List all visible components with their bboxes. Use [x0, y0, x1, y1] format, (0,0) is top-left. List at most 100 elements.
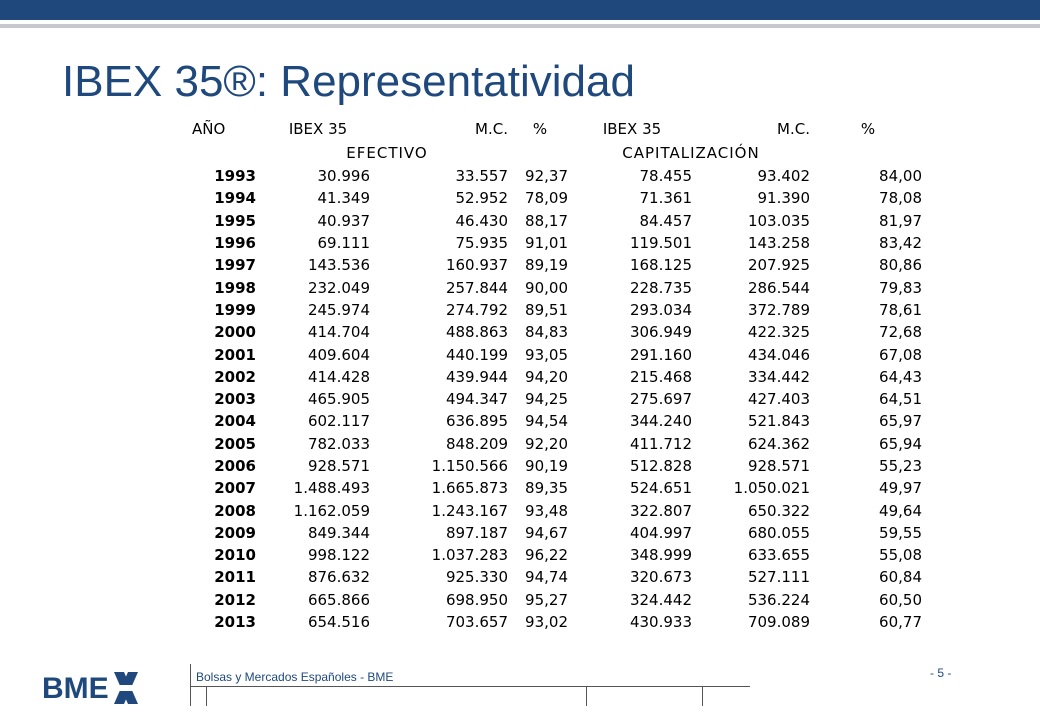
cell-ibex-capitalizacion: 344.240: [629, 412, 692, 431]
cell-pct-capitalizacion: 67,08: [879, 345, 922, 364]
cell-pct-capitalizacion: 64,43: [879, 367, 922, 386]
group-label-capitalizacion: CAPITALIZACIÓN: [622, 144, 760, 162]
table-row: 2008 1.162.059 1.243.167 93,48 322.807 650.32…: [190, 499, 924, 521]
table-row: 2010 998.122 1.037.283 96,22 348.999 633.655 5…: [190, 544, 924, 566]
cell-ibex-efectivo: 928.571: [307, 457, 370, 475]
cell-ibex-efectivo: 40.937: [317, 211, 371, 230]
cell-mc-capitalizacion: 372.789: [747, 300, 810, 319]
cell-year: 2006: [214, 457, 256, 475]
cell-year: 2009: [214, 523, 256, 542]
cell-year: 2003: [214, 390, 256, 409]
cell-mc-efectivo: 52.952: [455, 189, 509, 208]
cell-pct-efectivo: 89,35: [525, 479, 568, 498]
cell-year: 1995: [214, 211, 256, 230]
cell-ibex-capitalizacion: 404.997: [629, 523, 692, 542]
top-divider: [0, 24, 1040, 28]
cell-mc-efectivo: 698.950: [445, 590, 508, 609]
cell-mc-efectivo: 1.150.566: [431, 457, 508, 475]
cell-ibex-efectivo: 1.488.493: [293, 479, 370, 498]
cell-pct-capitalizacion: 60,50: [879, 590, 922, 609]
table-row: 2006 928.571 1.150.566 90,19 512.828 928.571 5…: [190, 455, 924, 477]
cell-pct-capitalizacion: 78,08: [879, 189, 922, 208]
header-year: AÑO: [192, 120, 226, 138]
cell-ibex-capitalizacion: 293.034: [629, 300, 692, 319]
cell-year: 2008: [214, 501, 256, 520]
cell-ibex-capitalizacion: 228.735: [629, 278, 692, 297]
cell-mc-efectivo: 848.209: [445, 434, 508, 453]
table-row: 2003 465.905 494.347 94,25 275.697 427.403 64,…: [190, 388, 924, 410]
footer-company-name: Bolsas y Mercados Españoles - BME: [196, 670, 394, 684]
cell-ibex-capitalizacion: 324.442: [629, 590, 692, 609]
cell-year: 2002: [214, 367, 256, 386]
cell-pct-capitalizacion: 55,23: [879, 457, 922, 475]
table-row: 2013 654.516 703.657 93,02 430.933 709.089 60,…: [190, 611, 924, 633]
cell-ibex-efectivo: 414.704: [307, 323, 370, 342]
cell-mc-capitalizacion: 434.046: [747, 345, 810, 364]
table-row: 1994 41.349 52.952 78,09 71.361 91.390 78,08: [190, 187, 924, 209]
header-ibex-capitalizacion: IBEX 35: [602, 120, 662, 138]
cell-mc-efectivo: 703.657: [445, 613, 508, 632]
table-row: 1998 232.049 257.844 90,00 228.735 286.544 79,…: [190, 276, 924, 298]
cell-mc-efectivo: 1.665.873: [431, 479, 508, 498]
cell-pct-capitalizacion: 80,86: [879, 256, 922, 275]
cell-ibex-capitalizacion: 322.807: [629, 501, 692, 520]
slide-title: IBEX 35®: Representatividad: [62, 57, 635, 106]
cell-year: 1996: [214, 234, 256, 253]
page-number: - 5 -: [930, 666, 952, 680]
cell-mc-efectivo: 494.347: [445, 390, 508, 409]
cell-mc-efectivo: 257.844: [445, 278, 508, 297]
cell-pct-efectivo: 93,02: [525, 613, 568, 632]
cell-ibex-efectivo: 30.996: [317, 167, 371, 186]
cell-mc-capitalizacion: 91.390: [757, 189, 811, 208]
cell-pct-efectivo: 94,74: [525, 568, 568, 587]
cell-pct-efectivo: 92,37: [525, 167, 568, 186]
cell-year: 1993: [214, 167, 256, 186]
cell-mc-efectivo: 440.199: [445, 345, 508, 364]
table-row: 1995 40.937 46.430 88,17 84.457 103.035 81,97: [190, 210, 924, 232]
header-ibex-efectivo: IBEX 35: [288, 120, 348, 138]
footer-separator: [702, 686, 703, 706]
cell-year: 2005: [214, 434, 256, 453]
cell-ibex-capitalizacion: 348.999: [629, 546, 692, 565]
cell-pct-capitalizacion: 55,08: [879, 546, 922, 565]
cell-mc-capitalizacion: 427.403: [747, 390, 810, 409]
cell-year: 1994: [214, 189, 256, 208]
cell-mc-capitalizacion: 624.362: [747, 434, 810, 453]
cell-mc-efectivo: 897.187: [445, 523, 508, 542]
cell-mc-capitalizacion: 650.322: [747, 501, 810, 520]
table-row: 2000 414.704 488.863 84,83 306.949 422.325 72,…: [190, 321, 924, 343]
cell-pct-efectivo: 96,22: [525, 546, 568, 565]
cell-year: 1998: [214, 278, 256, 297]
cell-ibex-capitalizacion: 168.125: [629, 256, 692, 275]
table-row: 2005 782.033 848.209 92,20 411.712 624.362 65,…: [190, 433, 924, 455]
cell-pct-efectivo: 94,67: [525, 523, 568, 542]
cell-mc-efectivo: 439.944: [445, 367, 508, 386]
cell-ibex-efectivo: 1.162.059: [293, 501, 370, 520]
cell-pct-efectivo: 84,83: [525, 323, 568, 342]
cell-mc-efectivo: 46.430: [455, 211, 509, 230]
cell-pct-efectivo: 90,19: [525, 457, 568, 475]
cell-pct-efectivo: 89,19: [525, 256, 568, 275]
cell-year: 2011: [214, 568, 256, 587]
table-row: 1999 245.974 274.792 89,51 293.034 372.789 78,…: [190, 299, 924, 321]
cell-ibex-capitalizacion: 320.673: [629, 568, 692, 587]
top-banner: [0, 0, 1040, 20]
cell-mc-efectivo: 33.557: [455, 167, 509, 186]
cell-mc-capitalizacion: 928.571: [747, 457, 810, 475]
cell-mc-efectivo: 488.863: [445, 323, 508, 342]
table-body: 1993 30.996 33.557 92,37 78.455 93.402 84,00 19…: [190, 165, 924, 633]
cell-year: 1997: [214, 256, 256, 275]
group-label-row: EFECTIVO CAPITALIZACIÓN: [190, 141, 924, 165]
table-row: 1997 143.536 160.937 89,19 168.125 207.925 80,…: [190, 254, 924, 276]
cell-mc-efectivo: 1.037.283: [431, 546, 508, 565]
cell-pct-capitalizacion: 60,84: [879, 568, 922, 587]
cell-pct-efectivo: 88,17: [525, 211, 568, 230]
cell-mc-efectivo: 925.330: [445, 568, 508, 587]
cell-pct-efectivo: 94,54: [525, 412, 568, 431]
cell-mc-capitalizacion: 633.655: [747, 546, 810, 565]
cell-mc-efectivo: 160.937: [445, 256, 508, 275]
header-mc-efectivo: M.C.: [475, 120, 508, 138]
cell-ibex-efectivo: 998.122: [307, 546, 370, 565]
cell-year: 2012: [214, 590, 256, 609]
cell-mc-capitalizacion: 709.089: [747, 613, 810, 632]
